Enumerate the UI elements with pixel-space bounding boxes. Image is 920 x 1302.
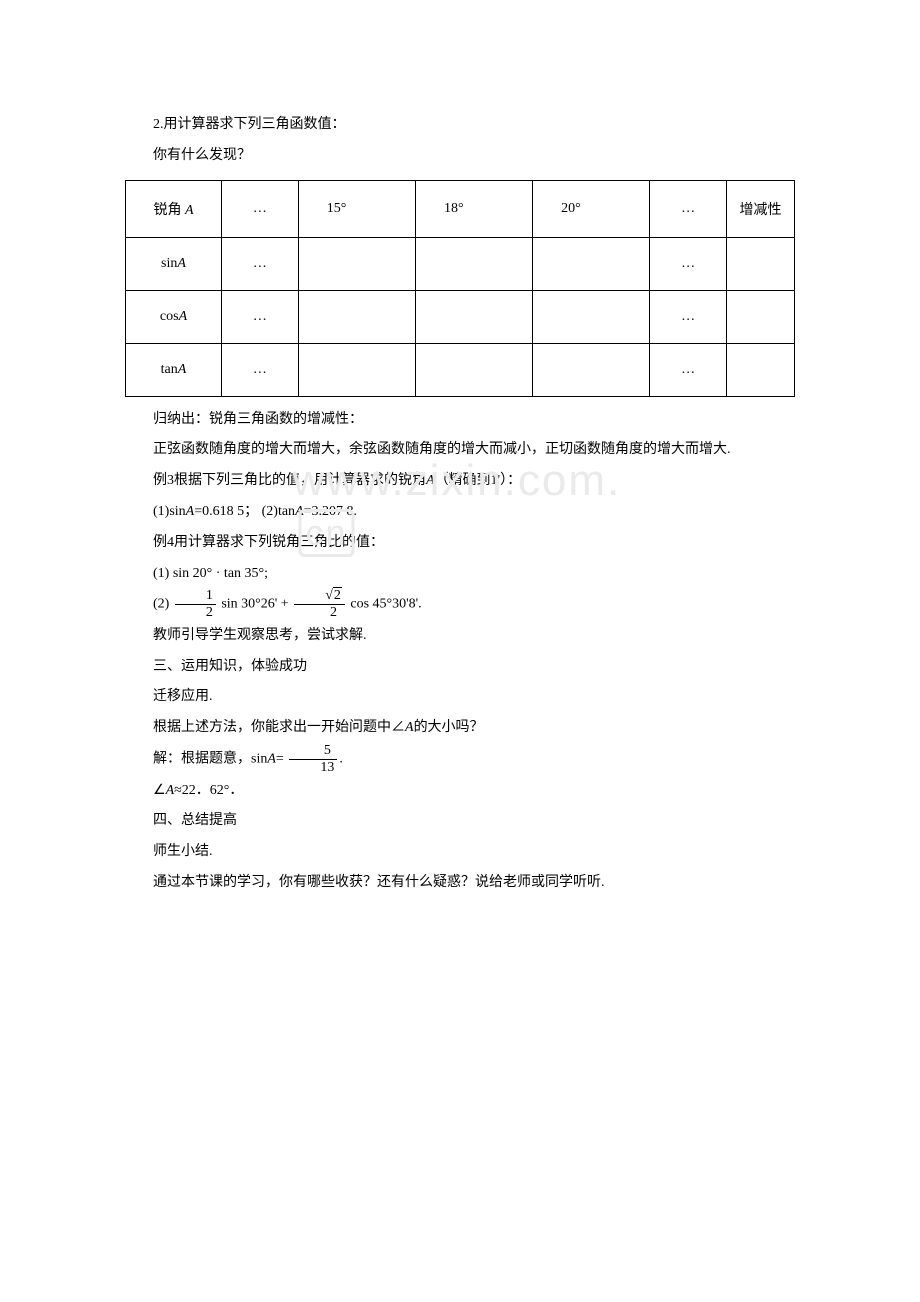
ex3-1a: (1)sin — [153, 504, 186, 519]
ex4-2b: sin 30°26' + — [221, 597, 288, 612]
table-header-row: 锐角 A … 15° 18° 20° … 增减性 — [126, 180, 795, 237]
example4-item2: (2) 1 2 sin 30°26' + √2 2 cos 45°30'8'. — [125, 589, 795, 621]
angle-approx: ∠A≈22．62°． — [125, 776, 795, 807]
cell — [415, 237, 532, 290]
table-row: tanA … … — [126, 343, 795, 396]
header-15: 15° — [298, 180, 415, 237]
ex4-2c: cos 45°30'8'. — [350, 597, 421, 612]
row-sin-var: A — [177, 256, 186, 271]
cell — [727, 290, 795, 343]
ex3-b: （精确到1'）： — [435, 473, 522, 488]
ex3-1c: =3.207 8. — [304, 504, 357, 519]
cell — [533, 290, 650, 343]
row-cos-pre: cos — [160, 309, 179, 324]
cell — [533, 237, 650, 290]
sqrt-radicand: 2 — [333, 587, 342, 603]
cell — [298, 237, 415, 290]
question-line: 根据上述方法，你能求出一开始问题中∠A的大小吗？ — [125, 713, 795, 744]
cell: … — [650, 237, 727, 290]
header-angle-text: 锐角 — [153, 203, 185, 218]
cell — [727, 237, 795, 290]
header-angle: 锐角 A — [126, 180, 222, 237]
cell — [415, 343, 532, 396]
solution-line: 解：根据题意，sinA= 5 13 . — [125, 744, 795, 776]
summary-body: 正弦函数随角度的增大而增大，余弦函数随角度的增大而减小，正切函数随角度的增大而增… — [125, 435, 795, 466]
ex3-1var1: A — [186, 504, 195, 519]
frac-num-sqrt: √2 — [294, 589, 345, 605]
header-20: 20° — [533, 180, 650, 237]
table-row: cosA … … — [126, 290, 795, 343]
section-3-title: 三、运用知识，体验成功 — [125, 652, 795, 683]
row-tan-pre: tan — [161, 362, 178, 377]
solve-b: = — [276, 752, 284, 767]
fraction-5-13: 5 13 — [289, 744, 337, 775]
intro-line-2: 你有什么发现？ — [125, 141, 795, 172]
solve-var: A — [267, 752, 276, 767]
cell — [415, 290, 532, 343]
row-cos-label: cosA — [126, 290, 222, 343]
angle-var: A — [166, 783, 175, 798]
cell: … — [650, 343, 727, 396]
cell: … — [222, 237, 299, 290]
row-sin-pre: sin — [161, 256, 177, 271]
ex3-a: 例3根据下列三角比的值，用计算器求的锐角 — [153, 473, 426, 488]
ex3-var: A — [426, 473, 435, 488]
cell — [298, 290, 415, 343]
intro-line-1: 2.用计算器求下列三角函数值： — [125, 110, 795, 141]
frac-5: 5 — [289, 744, 337, 760]
frac-13: 13 — [289, 760, 337, 775]
frac-den: 2 — [175, 605, 216, 620]
migrate-apply: 迁移应用. — [125, 682, 795, 713]
solve-c: . — [339, 752, 343, 767]
ex3-1b: =0.618 5； (2)tan — [194, 504, 295, 519]
solve-a: 解：根据题意，sin — [153, 752, 267, 767]
question-a: 根据上述方法，你能求出一开始问题中∠ — [153, 720, 405, 735]
header-angle-var: A — [185, 203, 194, 218]
table-row: sinA … … — [126, 237, 795, 290]
fraction-half-1: 1 2 — [175, 589, 216, 620]
header-18: 18° — [415, 180, 532, 237]
angle-b: ≈22．62°． — [174, 783, 243, 798]
frac-num: 1 — [175, 589, 216, 605]
header-dots-1: … — [222, 180, 299, 237]
question-var: A — [405, 720, 414, 735]
cell — [533, 343, 650, 396]
cell — [727, 343, 795, 396]
cell: … — [222, 343, 299, 396]
example3-intro: 例3根据下列三角比的值，用计算器求的锐角A（精确到1'）： — [125, 466, 795, 497]
example4-intro: 例4用计算器求下列锐角三角比的值： — [125, 528, 795, 559]
example4-item1: (1) sin 20° · tan 35°; — [125, 559, 795, 590]
trig-table: 锐角 A … 15° 18° 20° … 增减性 sinA … … cosA …… — [125, 180, 795, 397]
section-4-title: 四、总结提高 — [125, 806, 795, 837]
header-dots-2: … — [650, 180, 727, 237]
row-cos-var: A — [179, 309, 188, 324]
row-tan-var: A — [178, 362, 187, 377]
closing-line: 通过本节课的学习，你有哪些收获？还有什么疑惑？说给老师或同学听听. — [125, 868, 795, 899]
cell: … — [222, 290, 299, 343]
row-tan-label: tanA — [126, 343, 222, 396]
teacher-summary: 师生小结. — [125, 837, 795, 868]
cell: … — [650, 290, 727, 343]
ex3-1var2: A — [295, 504, 304, 519]
row-sin-label: sinA — [126, 237, 222, 290]
angle-a: ∠ — [153, 783, 166, 798]
frac-den2: 2 — [294, 605, 345, 620]
ex4-2a: (2) — [153, 597, 169, 612]
question-b: 的大小吗？ — [414, 720, 484, 735]
fraction-sqrt2-over-2: √2 2 — [294, 589, 345, 620]
header-monotone: 增减性 — [727, 180, 795, 237]
example3-items: (1)sinA=0.618 5； (2)tanA=3.207 8. — [125, 497, 795, 528]
summary-label: 归纳出：锐角三角函数的增减性： — [125, 405, 795, 436]
cell — [298, 343, 415, 396]
teacher-guide: 教师引导学生观察思考，尝试求解. — [125, 621, 795, 652]
